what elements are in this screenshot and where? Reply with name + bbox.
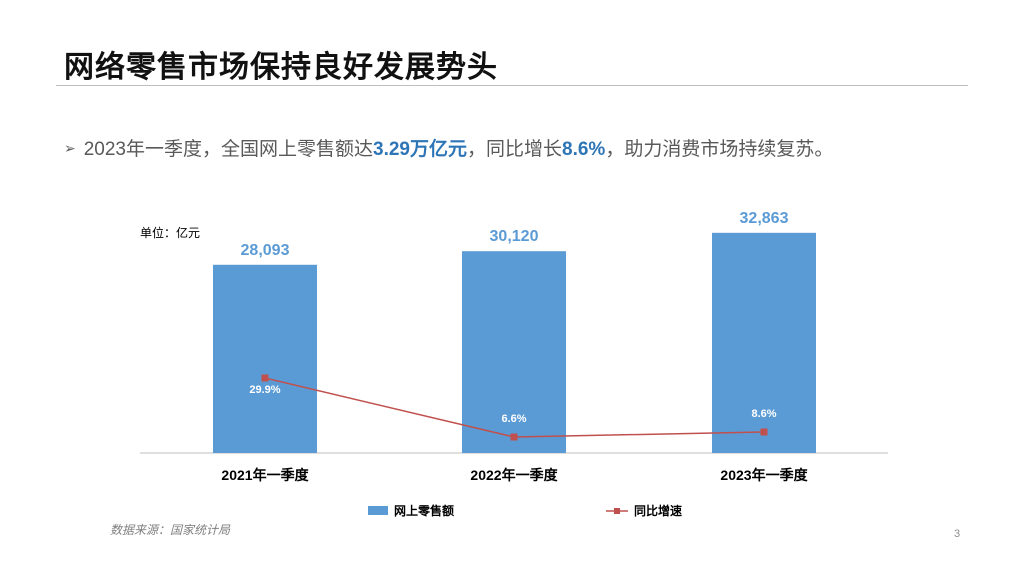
bullet-highlight-total: 3.29万亿元	[373, 139, 467, 160]
growth-rate-label-2: 6.6%	[501, 413, 526, 425]
growth-rate-point-1	[261, 374, 269, 382]
category-tick-label-1: 2021年一季度	[221, 467, 309, 483]
legend-bar-label: 网上零售额	[394, 503, 454, 518]
category-tick-label-3: 2023年一季度	[720, 467, 808, 483]
bullet-text-3: ，助力消费市场持续复苏。	[605, 139, 834, 160]
data-source-note: 数据来源：国家统计局	[110, 523, 231, 537]
page-number: 3	[954, 528, 961, 540]
bullet-text-1: 2023年一季度，全国网上零售额达	[83, 139, 374, 160]
legend-line-marker	[614, 508, 620, 514]
title-divider	[56, 85, 968, 86]
bar-value-label-1: 28,093	[241, 242, 290, 259]
bar-online-retail-1	[213, 264, 317, 453]
summary-bullet: ➢ 2023年一季度，全国网上零售额达3.29万亿元，同比增长8.6%，助力消费市…	[64, 134, 833, 161]
growth-rate-label-3: 8.6%	[751, 408, 776, 420]
growth-rate-label-1: 29.9%	[249, 384, 280, 396]
bar-value-label-2: 30,120	[490, 228, 539, 245]
bullet-highlight-growth: 8.6%	[562, 139, 606, 160]
bar-online-retail-2	[462, 251, 566, 453]
bullet-text-2: ，同比增长	[467, 139, 563, 160]
bar-online-retail-3	[712, 232, 816, 453]
legend-bar-swatch	[368, 506, 388, 515]
chart-unit-label: 单位：亿元	[140, 226, 201, 240]
bullet-arrow-icon: ➢	[64, 140, 76, 156]
page-title: 网络零售市场保持良好发展势头	[64, 51, 498, 84]
bar-value-label-3: 32,863	[740, 210, 789, 227]
category-tick-label-2: 2022年一季度	[470, 467, 558, 483]
growth-rate-point-3	[760, 428, 768, 436]
growth-rate-point-2	[510, 433, 518, 441]
legend-line-label: 同比增速	[634, 503, 682, 518]
